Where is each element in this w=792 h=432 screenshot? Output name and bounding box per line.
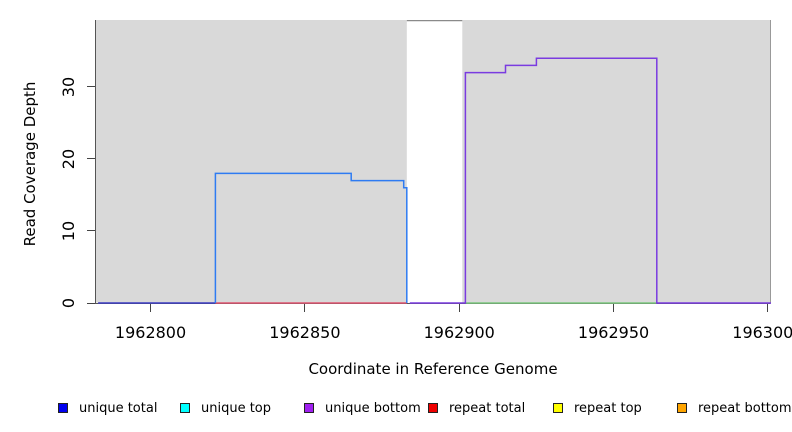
series-line-unique-bottom-coverage-block	[409, 57, 771, 304]
legend-item-repeat-total: repeat total	[428, 399, 525, 417]
legend-swatch-icon	[553, 403, 563, 413]
x-tick-mark	[150, 304, 152, 312]
legend-swatch-icon	[677, 403, 687, 413]
legend-item-unique-bottom: unique bottom	[304, 399, 421, 417]
legend-label: repeat top	[574, 400, 642, 416]
legend: unique total unique top unique bottom repea…	[0, 399, 792, 417]
x-tick-label: 1962950	[577, 323, 650, 342]
y-tick-mark	[87, 302, 95, 304]
y-tick-mark	[87, 86, 95, 88]
coverage-lines-svg	[95, 20, 771, 304]
y-tick-mark	[87, 158, 95, 160]
legend-swatch-icon	[180, 403, 190, 413]
y-tick-label: 20	[59, 148, 78, 170]
x-tick-mark	[767, 304, 769, 312]
x-axis-title: Coordinate in Reference Genome	[308, 360, 558, 378]
x-tick-mark	[613, 304, 615, 312]
x-tick-label: 1962900	[423, 323, 495, 342]
legend-swatch-icon	[428, 403, 438, 413]
legend-swatch-icon	[58, 403, 68, 413]
legend-item-unique-total: unique total	[58, 399, 157, 417]
x-tick-label: 1962850	[269, 323, 341, 342]
x-tick-mark	[304, 304, 306, 312]
legend-item-repeat-bottom: repeat bottom	[677, 399, 792, 417]
x-tick-label: 1962800	[114, 323, 187, 342]
legend-label: unique total	[79, 400, 158, 416]
y-tick-mark	[87, 230, 95, 232]
legend-swatch-icon	[304, 403, 314, 413]
x-tick-mark	[458, 304, 460, 312]
plot-panel	[95, 20, 771, 304]
legend-item-repeat-top: repeat top	[553, 399, 642, 417]
shaded-region-1	[462, 20, 770, 303]
legend-item-unique-top: unique top	[180, 399, 271, 417]
legend-label: repeat bottom	[698, 400, 792, 416]
y-tick-label: 0	[59, 297, 78, 309]
shaded-region-0	[96, 20, 407, 303]
legend-label: unique top	[201, 400, 272, 416]
series-line-unique-coverage-left-block	[214, 172, 408, 303]
legend-label: unique bottom	[325, 400, 421, 416]
y-tick-label: 10	[59, 220, 78, 242]
y-axis-title: Read Coverage Depth	[21, 81, 39, 247]
legend-label: repeat total	[449, 400, 526, 416]
y-tick-label: 30	[59, 76, 78, 98]
